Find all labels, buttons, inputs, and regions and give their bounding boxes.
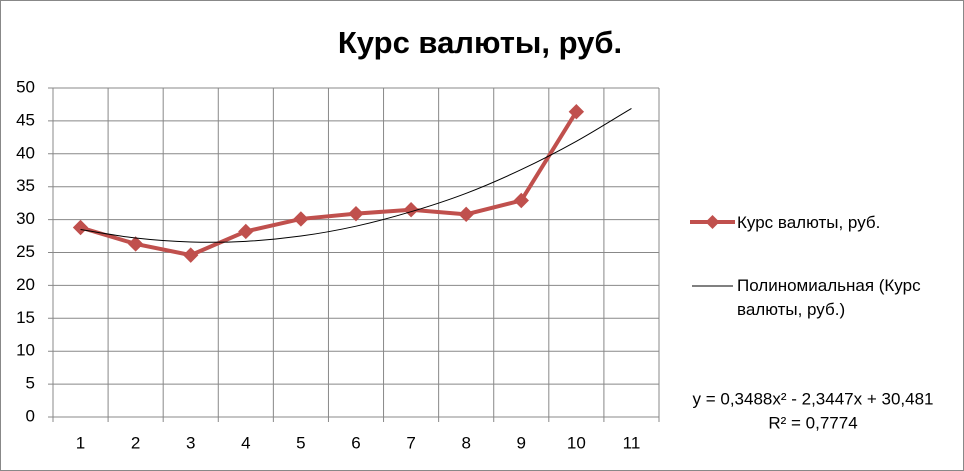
y-tick-label: 15 [16,308,35,327]
point-marker [513,192,529,209]
point-marker [238,223,254,240]
chart-title: Курс валюты, руб. [338,25,622,60]
trend-equation: y = 0,3488x² - 2,3447x + 30,481 [692,389,933,408]
point-marker [348,205,364,222]
legend-label: Полиномиальная (Курс валюты, руб.) [737,276,921,319]
y-tick-label: 5 [26,374,35,393]
trend-r2: R² = 0,7774 [768,413,857,432]
x-tick-label: 11 [623,433,641,452]
legend-marker [705,215,720,229]
point-marker [293,211,309,227]
y-tick-label: 25 [16,242,35,261]
point-marker [458,206,474,223]
y-tick-label: 20 [16,275,35,294]
x-tick-label: 3 [186,433,195,452]
point-marker [72,219,89,236]
x-tick-label: 7 [406,433,415,452]
legend-label: Курс валюты, руб. [737,213,881,232]
trend-line [80,107,632,243]
x-tick-label: 5 [296,433,305,452]
point-marker [568,103,585,120]
y-tick-label: 45 [16,110,35,129]
y-tick-label: 0 [26,406,35,425]
x-tick-label: 4 [241,433,250,452]
y-tick-label: 10 [16,341,35,360]
x-tick-label: 10 [567,433,586,452]
x-tick-label: 1 [76,433,85,452]
series-line [79,110,579,258]
point-marker [183,247,199,263]
x-tick-label: 9 [517,433,526,452]
y-tick-label: 35 [16,176,35,195]
x-tick-label: 6 [351,433,360,452]
y-tick-label: 30 [16,209,35,228]
x-tick-label: 8 [461,433,470,452]
point-marker [127,236,144,252]
x-tick-label: 2 [131,433,140,452]
y-tick-label: 40 [16,143,35,162]
y-tick-label: 50 [16,77,35,96]
